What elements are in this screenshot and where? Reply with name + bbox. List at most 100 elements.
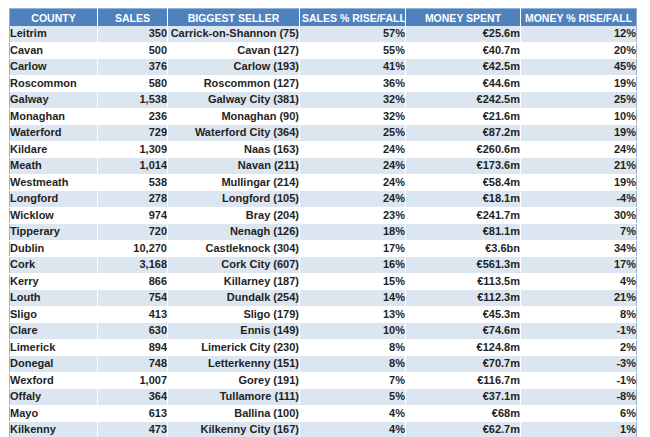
cell-sales-rise-fall: 57% [300, 26, 406, 42]
table-row: Kerry866Killarney (187)15%€113.5m4% [10, 273, 637, 290]
cell-money-spent: €58.4m [406, 174, 521, 191]
cell-biggest-seller: Kilkenny City (167) [168, 422, 300, 437]
cell-sales: 376 [98, 59, 168, 76]
cell-money-spent: €124.8m [406, 339, 521, 356]
column-header-sales: SALES [98, 9, 168, 27]
county-sales-table-container: COUNTY SALES BIGGEST SELLER SALES % RISE… [9, 8, 637, 437]
cell-sales-rise-fall: 4% [300, 422, 406, 437]
cell-money-rise-fall: 4% [521, 273, 637, 290]
cell-money-rise-fall: 19% [521, 174, 637, 191]
table-row: Kilkenny473Kilkenny City (167)4%€62.7m1% [10, 422, 637, 437]
cell-county: Monaghan [10, 108, 98, 125]
cell-money-rise-fall: 25% [521, 92, 637, 109]
cell-sales-rise-fall: 17% [300, 240, 406, 257]
cell-money-spent: €242.5m [406, 92, 521, 109]
cell-money-rise-fall: -4% [521, 191, 637, 208]
cell-sales: 364 [98, 389, 168, 406]
cell-sales-rise-fall: 24% [300, 141, 406, 158]
cell-money-spent: €68m [406, 405, 521, 422]
cell-county: Leitrim [10, 26, 98, 42]
column-header-money-rise-fall: MONEY % RISE/FALL [521, 9, 637, 27]
table-row: Wexford1,007Gorey (191)7%€116.7m-1% [10, 372, 637, 389]
cell-sales: 538 [98, 174, 168, 191]
cell-sales: 10,270 [98, 240, 168, 257]
cell-sales-rise-fall: 8% [300, 339, 406, 356]
column-header-money-spent: MONEY SPENT [406, 9, 521, 27]
column-header-county: COUNTY [10, 9, 98, 27]
cell-sales-rise-fall: 55% [300, 42, 406, 59]
cell-money-rise-fall: 1% [521, 422, 637, 437]
table-row: Meath1,014Navan (211)24%€173.6m21% [10, 158, 637, 175]
cell-biggest-seller: Longford (105) [168, 191, 300, 208]
table-row: Roscommon580Roscommon (127)36%€44.6m19% [10, 75, 637, 92]
cell-sales: 1,309 [98, 141, 168, 158]
cell-sales-rise-fall: 13% [300, 306, 406, 323]
cell-county: Wicklow [10, 207, 98, 224]
cell-sales-rise-fall: 7% [300, 372, 406, 389]
cell-sales-rise-fall: 25% [300, 125, 406, 142]
cell-county: Tipperary [10, 224, 98, 241]
cell-biggest-seller: Ballina (100) [168, 405, 300, 422]
cell-county: Kildare [10, 141, 98, 158]
cell-sales: 866 [98, 273, 168, 290]
cell-money-spent: €42.5m [406, 59, 521, 76]
cell-sales-rise-fall: 4% [300, 405, 406, 422]
cell-money-rise-fall: 45% [521, 59, 637, 76]
table-body: Leitrim350Carrick-on-Shannon (75)57%€25.… [10, 26, 637, 437]
table-row: Limerick894Limerick City (230)8%€124.8m2… [10, 339, 637, 356]
cell-biggest-seller: Cavan (127) [168, 42, 300, 59]
cell-county: Longford [10, 191, 98, 208]
cell-money-spent: €45.3m [406, 306, 521, 323]
cell-biggest-seller: Carlow (193) [168, 59, 300, 76]
cell-money-spent: €44.6m [406, 75, 521, 92]
cell-sales: 413 [98, 306, 168, 323]
cell-sales: 3,168 [98, 257, 168, 274]
cell-sales-rise-fall: 10% [300, 323, 406, 340]
cell-money-rise-fall: 19% [521, 125, 637, 142]
cell-biggest-seller: Limerick City (230) [168, 339, 300, 356]
table-row: Dublin10,270Castleknock (304)17%€3.6bn34… [10, 240, 637, 257]
cell-biggest-seller: Nenagh (126) [168, 224, 300, 241]
cell-sales-rise-fall: 15% [300, 273, 406, 290]
cell-money-spent: €113.5m [406, 273, 521, 290]
cell-sales: 350 [98, 26, 168, 42]
cell-money-spent: €74.6m [406, 323, 521, 340]
cell-money-spent: €87.2m [406, 125, 521, 142]
cell-sales: 236 [98, 108, 168, 125]
cell-biggest-seller: Carrick-on-Shannon (75) [168, 26, 300, 42]
table-row: Donegal748Letterkenny (151)8%€70.7m-3% [10, 356, 637, 373]
cell-money-rise-fall: 17% [521, 257, 637, 274]
cell-money-rise-fall: 12% [521, 26, 637, 42]
cell-biggest-seller: Navan (211) [168, 158, 300, 175]
table-row: Cork3,168Cork City (607)16%€561.3m17% [10, 257, 637, 274]
cell-sales-rise-fall: 23% [300, 207, 406, 224]
cell-biggest-seller: Gorey (191) [168, 372, 300, 389]
table-row: Monaghan236Monaghan (90)32%€21.6m10% [10, 108, 637, 125]
cell-sales-rise-fall: 24% [300, 191, 406, 208]
cell-money-spent: €112.3m [406, 290, 521, 307]
cell-sales-rise-fall: 16% [300, 257, 406, 274]
table-row: Longford278Longford (105)24%€18.1m-4% [10, 191, 637, 208]
cell-sales-rise-fall: 8% [300, 356, 406, 373]
cell-county: Mayo [10, 405, 98, 422]
cell-county: Limerick [10, 339, 98, 356]
cell-sales-rise-fall: 36% [300, 75, 406, 92]
cell-sales: 894 [98, 339, 168, 356]
county-sales-table: COUNTY SALES BIGGEST SELLER SALES % RISE… [9, 8, 637, 437]
cell-biggest-seller: Naas (163) [168, 141, 300, 158]
cell-biggest-seller: Cork City (607) [168, 257, 300, 274]
cell-sales-rise-fall: 32% [300, 108, 406, 125]
cell-sales-rise-fall: 24% [300, 174, 406, 191]
cell-money-rise-fall: 20% [521, 42, 637, 59]
cell-biggest-seller: Waterford City (364) [168, 125, 300, 142]
header-row: COUNTY SALES BIGGEST SELLER SALES % RISE… [10, 9, 637, 27]
cell-sales-rise-fall: 5% [300, 389, 406, 406]
cell-sales: 278 [98, 191, 168, 208]
cell-money-rise-fall: -3% [521, 356, 637, 373]
cell-biggest-seller: Tullamore (111) [168, 389, 300, 406]
table-row: Waterford729Waterford City (364)25%€87.2… [10, 125, 637, 142]
cell-money-rise-fall: 10% [521, 108, 637, 125]
cell-money-spent: €70.7m [406, 356, 521, 373]
cell-biggest-seller: Dundalk (254) [168, 290, 300, 307]
column-header-biggest-seller: BIGGEST SELLER [168, 9, 300, 27]
